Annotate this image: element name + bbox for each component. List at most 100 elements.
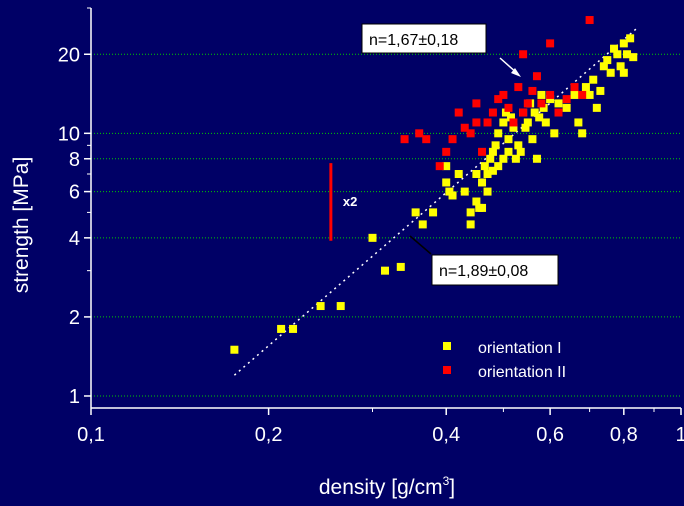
point-orientation-i-36: [504, 135, 513, 144]
point-orientation-i-22: [472, 170, 481, 179]
point-orientation-i-16: [460, 187, 469, 196]
point-orientation-i-49: [532, 154, 541, 163]
point-orientation-ii-28: [519, 50, 528, 59]
point-orientation-ii-30: [546, 39, 555, 48]
point-orientation-i-76: [629, 53, 638, 62]
point-orientation-i-9: [418, 220, 427, 229]
point-orientation-i-64: [592, 103, 601, 112]
x-tick-label-0-2: 0,2: [255, 424, 283, 446]
point-orientation-i-32: [494, 129, 503, 138]
point-orientation-i-63: [589, 75, 598, 84]
legend-marker-orientation-i: [443, 342, 451, 350]
point-orientation-i-2: [289, 324, 298, 333]
point-orientation-i-70: [613, 50, 622, 59]
axes: 1 2 4 6 8 10 20 0,1 0,2 0,4 0,6 0,8 1: [58, 7, 684, 446]
point-orientation-ii-3: [435, 162, 444, 171]
point-orientation-ii-17: [509, 118, 518, 127]
point-orientation-i-54: [546, 95, 555, 104]
point-orientation-i-37: [504, 147, 513, 156]
point-orientation-ii-23: [546, 90, 555, 99]
point-orientation-i-40: [511, 154, 520, 163]
point-orientation-i-56: [554, 99, 563, 108]
point-orientation-i-27: [486, 154, 495, 163]
point-orientation-ii-20: [523, 99, 532, 108]
point-orientation-i-30: [491, 141, 500, 150]
point-orientation-ii-8: [466, 129, 475, 138]
point-orientation-i-6: [381, 266, 390, 275]
point-orientation-i-69: [610, 44, 619, 53]
point-orientation-i-74: [626, 34, 635, 43]
point-orientation-ii-19: [519, 108, 528, 117]
y-tick-label-1: 1: [69, 386, 80, 408]
point-orientation-i-44: [521, 123, 530, 132]
legend-label-orientation-ii: orientation II: [478, 364, 566, 381]
x-tick-label-0-8: 0,8: [610, 424, 638, 446]
point-orientation-ii-12: [483, 118, 492, 127]
point-orientation-ii-11: [478, 147, 487, 156]
point-orientation-i-66: [599, 62, 608, 71]
y-tick-label-8: 8: [69, 149, 80, 171]
point-orientation-ii-6: [454, 108, 463, 117]
point-orientation-i-73: [623, 50, 632, 59]
point-orientation-i-19: [472, 197, 481, 206]
point-orientation-ii-15: [499, 90, 508, 99]
point-orientation-ii-25: [562, 95, 571, 104]
point-orientation-i-68: [606, 68, 615, 77]
point-orientation-i-14: [448, 191, 457, 200]
legend: orientation I orientation II: [443, 340, 566, 381]
point-orientation-i-47: [528, 135, 537, 144]
x-tick-label-0-4: 0,4: [432, 424, 460, 446]
y-tick-label-2: 2: [69, 307, 80, 329]
point-orientation-ii-7: [460, 123, 469, 132]
point-orientation-i-41: [514, 141, 523, 150]
point-orientation-i-72: [619, 39, 628, 48]
point-orientation-i-67: [603, 56, 612, 65]
point-orientation-i-1: [277, 324, 286, 333]
point-orientation-ii-21: [528, 86, 537, 95]
fit-lines: [233, 28, 637, 376]
y-tick-label-4: 4: [69, 228, 80, 250]
point-orientation-i-11: [442, 162, 451, 171]
x-tick-label-0-1: 0,1: [77, 424, 105, 446]
point-orientation-i-5: [368, 233, 377, 242]
point-orientation-i-51: [537, 90, 546, 99]
point-orientation-i-29: [488, 147, 497, 156]
point-orientation-ii-18: [514, 83, 523, 92]
point-orientation-i-4: [336, 302, 345, 311]
point-orientation-i-24: [480, 162, 489, 171]
y-tick-label-10: 10: [58, 123, 80, 145]
y-axis-title: strength [MPa]: [10, 157, 33, 294]
point-orientation-i-21: [478, 203, 487, 212]
point-orientation-ii-31: [585, 16, 594, 25]
point-orientation-i-38: [506, 113, 515, 122]
point-orientation-ii-29: [532, 72, 541, 81]
point-orientation-ii-27: [578, 90, 587, 99]
point-orientation-ii-2: [422, 135, 431, 144]
point-orientation-i-0: [230, 345, 239, 354]
point-orientation-i-23: [478, 178, 487, 187]
point-orientation-i-75: [619, 68, 628, 77]
point-orientation-i-52: [539, 103, 548, 112]
point-orientation-i-7: [396, 262, 405, 271]
point-orientation-i-62: [585, 90, 594, 99]
point-orientation-i-26: [483, 187, 492, 196]
point-orientation-i-42: [516, 147, 525, 156]
point-orientation-i-48: [530, 108, 539, 117]
legend-label-orientation-i: orientation I: [478, 340, 562, 357]
y-tick-label-20: 20: [58, 44, 80, 66]
point-orientation-i-35: [501, 108, 510, 117]
point-orientation-i-12: [442, 178, 451, 187]
point-orientation-i-55: [550, 129, 559, 138]
point-orientation-i-33: [499, 118, 508, 127]
factor-marker: x2: [329, 163, 357, 241]
gridlines: [91, 53, 681, 397]
point-orientation-i-31: [494, 162, 503, 171]
factor-label: x2: [343, 194, 357, 209]
data-points: [230, 16, 638, 354]
point-orientation-ii-5: [448, 135, 457, 144]
legend-marker-orientation-ii: [443, 366, 451, 374]
x-tick-label-1: 1: [675, 424, 684, 446]
point-orientation-i-50: [535, 113, 544, 122]
point-orientation-i-71: [616, 62, 625, 71]
